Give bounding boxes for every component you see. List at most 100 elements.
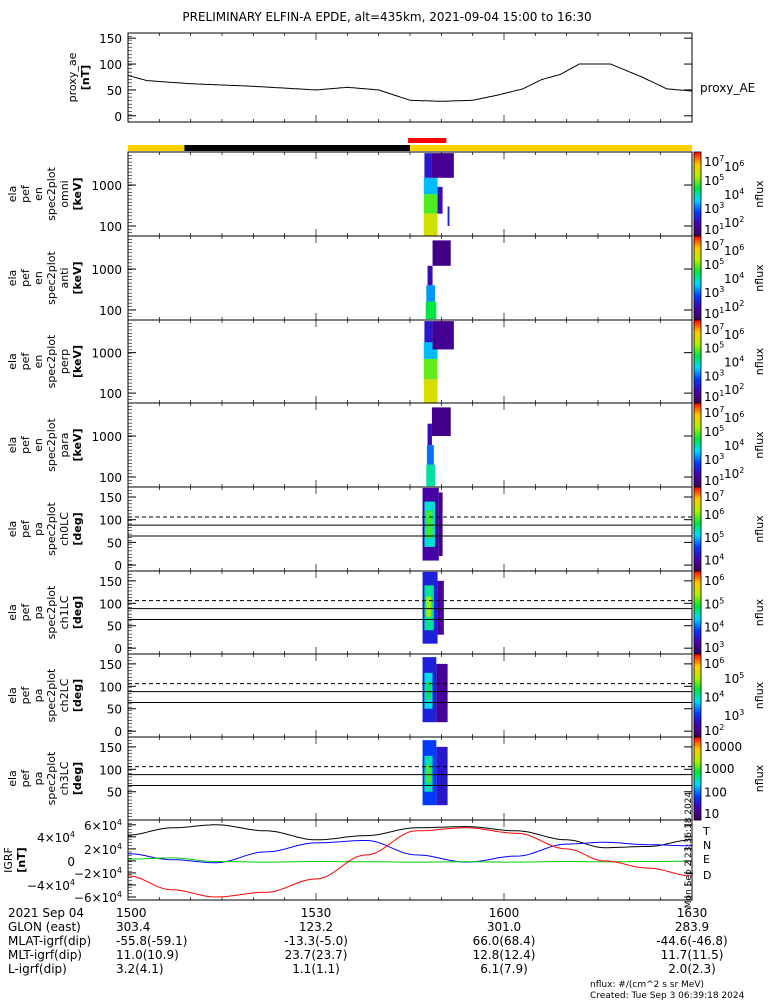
colorbar-swatch xyxy=(694,229,701,233)
time-tick-label: 1630 xyxy=(677,906,708,920)
y-axis-label: ela xyxy=(6,353,19,370)
colorbar-swatch xyxy=(694,158,701,161)
y-tick-label-base: 6×10 xyxy=(84,819,117,833)
colorbar-swatch xyxy=(694,620,701,624)
colorbar-tick-label-exp: 4 xyxy=(719,619,724,628)
colorbar-swatch xyxy=(694,413,701,417)
colorbar-swatch xyxy=(694,396,701,400)
colorbar-swatch xyxy=(694,505,701,509)
y-tick-label: 6×104 xyxy=(84,818,122,833)
spectrogram-cell xyxy=(427,265,433,286)
time-tick-label: 1500 xyxy=(116,906,147,920)
plot-title: PRELIMINARY ELFIN-A EPDE, alt=435km, 202… xyxy=(182,10,591,24)
colorbar-swatch xyxy=(694,480,701,484)
colorbar-swatch xyxy=(694,689,701,692)
colorbar-swatch xyxy=(694,202,701,205)
colorbar-swatch xyxy=(694,168,701,172)
y-tick-label-exp: 4 xyxy=(70,878,75,887)
colorbar-swatch xyxy=(694,434,701,438)
colorbar-swatch xyxy=(694,707,701,711)
time-tick-label: 1600 xyxy=(489,906,520,920)
colorbar-swatch xyxy=(694,618,701,622)
colorbar-swatch xyxy=(694,554,701,557)
colorbar-swatch xyxy=(694,745,701,748)
colorbar-swatch xyxy=(694,639,701,643)
ephemeris-label: MLAT-igrf(dip) xyxy=(8,934,91,948)
y-axis-label: pa xyxy=(32,772,45,786)
panel-omni xyxy=(127,151,702,237)
colorbar-swatch xyxy=(694,380,701,383)
y-tick-label: 100 xyxy=(99,514,122,528)
colorbar-swatch xyxy=(694,254,701,258)
spectrogram-cell xyxy=(437,580,444,635)
colorbar-tick-label-exp: 4 xyxy=(739,355,744,364)
y-axis-label: [keV] xyxy=(71,345,84,378)
colorbar-swatch xyxy=(694,788,701,792)
series-line-E xyxy=(128,857,692,863)
y-tick-label: 0 xyxy=(114,642,122,656)
y-axis-label: ela xyxy=(6,770,19,787)
colorbar-tick-label: 103 xyxy=(704,452,724,467)
spectrogram-cell xyxy=(423,379,438,403)
created-note: Created: Tue Sep 3 06:39:18 2024 xyxy=(590,991,745,1000)
colorbar-swatch xyxy=(694,739,701,742)
spectrogram-cell xyxy=(423,213,438,236)
ephemeris-value: 11.0(10.9) xyxy=(116,948,179,962)
y-axis-label: ela xyxy=(6,521,19,538)
panel-ch0LC xyxy=(127,486,702,572)
colorbar-swatch xyxy=(694,622,701,626)
colorbar-tick-label-base: 10 xyxy=(724,356,739,370)
colorbar-swatch xyxy=(694,531,701,534)
colorbar-swatch xyxy=(694,645,701,649)
colorbar-tick-label-base: 10000 xyxy=(704,740,742,754)
colorbar-tick-label-exp: 4 xyxy=(719,689,724,698)
spectrogram-cell xyxy=(426,445,434,465)
colorbar-swatch xyxy=(694,173,701,176)
colorbar-tick-label-exp: 2 xyxy=(739,299,744,308)
colorbar-tick-label-base: 10 xyxy=(704,307,719,321)
colorbar-tick-label-exp: 1 xyxy=(719,222,724,231)
colorbar-swatch xyxy=(694,633,701,636)
spectrogram-cell xyxy=(427,423,432,446)
colorbar-swatch xyxy=(694,755,701,759)
colorbar-swatch xyxy=(694,252,701,256)
y-axis-label: [deg] xyxy=(71,596,84,629)
colorbar-tick-label-exp: 7 xyxy=(719,154,724,163)
y-tick-label: 1000 xyxy=(91,347,122,361)
colorbar-swatch xyxy=(694,342,701,346)
colorbar-swatch xyxy=(694,753,701,757)
ephemeris-value: 303.4 xyxy=(116,920,150,934)
ephemeris-label: 2021 Sep 04 xyxy=(8,906,84,920)
colorbar-tick-label: 103 xyxy=(704,201,724,216)
colorbar-swatch xyxy=(694,664,701,667)
colorbar-tick-label-exp: 6 xyxy=(739,410,744,419)
y-axis-label: spec2plot xyxy=(45,167,58,221)
colorbar-swatch xyxy=(694,445,701,448)
spectrogram-cell xyxy=(431,153,454,178)
y-axis-label: pa xyxy=(32,522,45,536)
y-axis-label: IGRF xyxy=(2,847,15,873)
colorbar-swatch xyxy=(694,440,701,444)
spectrogram-cell xyxy=(425,301,437,320)
colorbar-swatch xyxy=(694,405,701,408)
y-axis-label: [deg] xyxy=(71,512,84,545)
colorbar-label: nflux xyxy=(753,180,766,208)
colorbar-swatch xyxy=(694,658,701,661)
colorbar-tick-label-base: 10 xyxy=(704,474,719,488)
colorbar-swatch xyxy=(694,720,701,723)
ephemeris-value: -44.6(-46.8) xyxy=(656,934,727,948)
colorbar-swatch xyxy=(694,403,701,406)
panel-frame xyxy=(127,235,693,321)
ephemeris-value: 2.0(2.3) xyxy=(668,962,716,976)
colorbar-swatch xyxy=(694,355,701,358)
colorbar-tick-label-base: 10 xyxy=(704,286,719,300)
colorbar-label: nflux xyxy=(753,347,766,375)
colorbar-tick-label-base: 10 xyxy=(704,554,719,568)
colorbar-tick-label: 101 xyxy=(704,389,724,404)
colorbar-tick-label-base: 10 xyxy=(724,188,739,202)
colorbar-tick-label: 106 xyxy=(704,507,724,522)
panel-frame xyxy=(127,570,693,655)
y-axis-label: spec2plot xyxy=(45,502,58,556)
colorbar-swatch xyxy=(694,786,701,790)
